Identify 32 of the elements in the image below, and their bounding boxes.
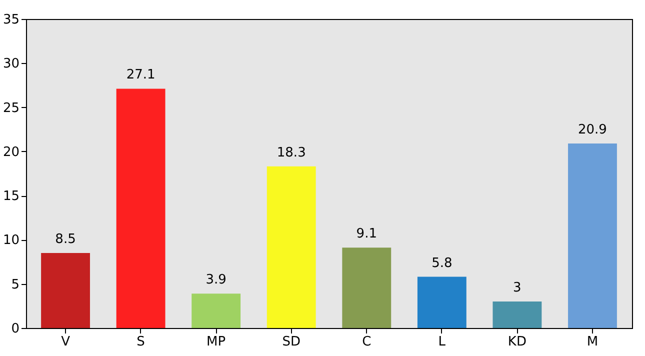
data-label: 9.1 xyxy=(356,226,377,242)
data-label: 3 xyxy=(513,280,522,296)
data-label: 27.1 xyxy=(126,68,156,83)
y-tick-label: 30 xyxy=(2,56,20,72)
y-tick-label: 0 xyxy=(11,322,20,336)
y-tick-label: 5 xyxy=(11,277,20,292)
y-tick-label: 25 xyxy=(2,100,20,116)
bar xyxy=(568,143,617,328)
y-tick-label: 35 xyxy=(2,12,20,28)
x-tick-label: C xyxy=(362,334,372,350)
data-label: 5.8 xyxy=(432,256,452,271)
x-tick-label: V xyxy=(61,334,70,350)
x-tick-label: SD xyxy=(282,334,300,350)
x-tick-label: KD xyxy=(508,334,526,350)
bar xyxy=(116,88,166,328)
data-label: 18.3 xyxy=(276,145,306,160)
bar xyxy=(192,294,241,328)
bar xyxy=(266,166,316,328)
x-tick-label: S xyxy=(136,334,145,350)
bar xyxy=(417,276,466,328)
bar xyxy=(492,302,542,328)
data-label: 8.5 xyxy=(55,232,76,247)
bar xyxy=(342,248,392,328)
x-tick-label: MP xyxy=(206,334,226,350)
data-label: 20.9 xyxy=(578,122,607,138)
y-tick-label: 20 xyxy=(2,144,20,160)
x-tick-label: M xyxy=(586,334,598,350)
bar xyxy=(41,252,90,328)
data-label: 3.9 xyxy=(206,272,226,288)
y-tick-label: 15 xyxy=(2,189,20,204)
y-tick-label: 10 xyxy=(2,233,20,248)
x-tick-label: L xyxy=(438,334,446,350)
